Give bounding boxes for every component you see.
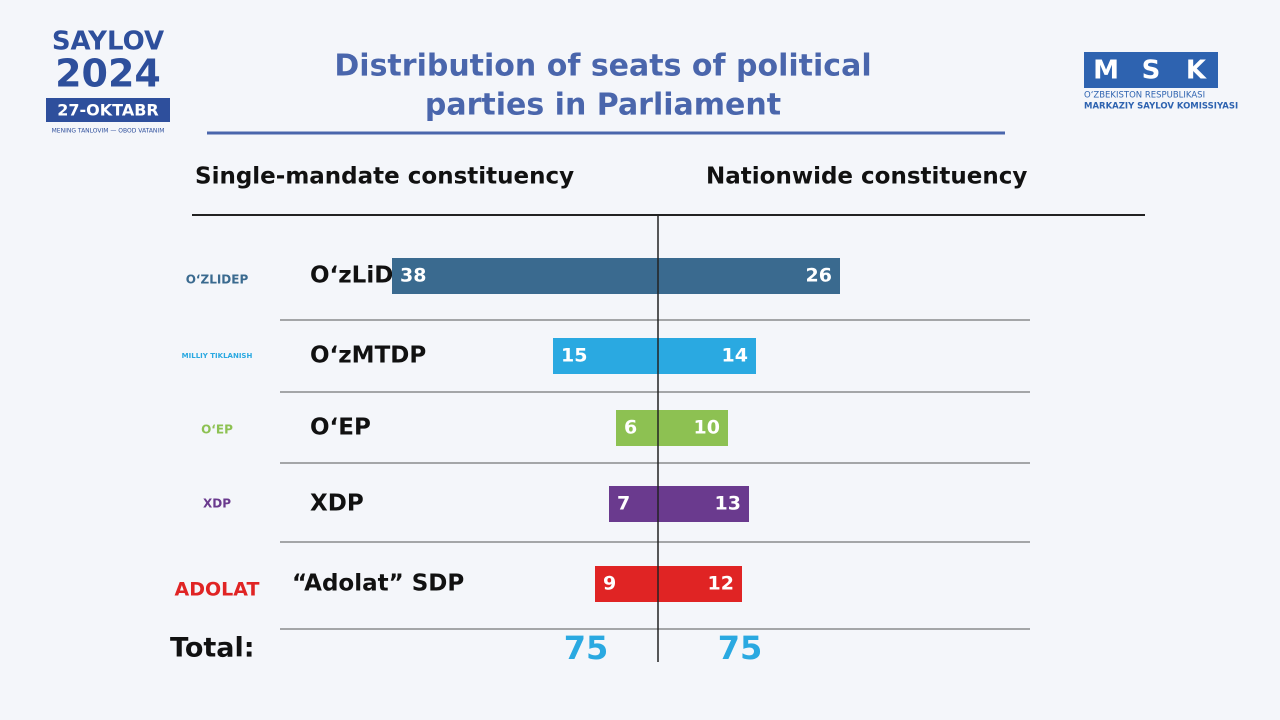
- msk-logo: M S K O‘ZBEKISTON RESPUBLIKASI MARKAZIY …: [1084, 52, 1238, 112]
- party-logo: XDP: [203, 497, 231, 511]
- party-logo: ADOLAT: [175, 579, 260, 601]
- bar: [658, 410, 728, 446]
- party-name: O‘zMTDP: [310, 343, 426, 369]
- date: 27-OKTABR: [57, 101, 158, 120]
- bar: [658, 338, 756, 374]
- bar: [392, 258, 658, 294]
- total-label: Total:: [170, 633, 255, 664]
- msk-line: MARKAZIY SAYLOV KOMISSIYASI: [1084, 102, 1238, 112]
- bar: [658, 486, 749, 522]
- total: 75: [718, 629, 763, 667]
- value-label: 7: [617, 493, 630, 515]
- value-label: 6: [624, 417, 637, 439]
- party-logo: O‘EP: [201, 423, 233, 437]
- slogan: MENING TANLOVIM — OBOD VATANIM: [52, 128, 165, 135]
- value-label: 26: [806, 265, 832, 287]
- series-heading: Single-mandate constituency: [195, 164, 574, 190]
- bar: [658, 258, 840, 294]
- date-box: [46, 98, 170, 122]
- msk-line: O‘ZBEKISTON RESPUBLIKASI: [1084, 91, 1205, 101]
- bar: [609, 486, 658, 522]
- party-name: O‘EP: [310, 415, 371, 441]
- total: 75: [564, 629, 609, 667]
- party-name: “Adolat” SDP: [292, 571, 464, 597]
- msk-letter: K: [1186, 56, 1207, 86]
- party-name: XDP: [310, 491, 364, 517]
- brand-year: 2024: [55, 52, 161, 96]
- value-label: 14: [722, 345, 748, 367]
- msk-box: [1084, 52, 1218, 88]
- bar: [553, 338, 658, 374]
- chart-title: parties in Parliament: [425, 88, 781, 123]
- value-label: 15: [561, 345, 587, 367]
- party-logo: O‘ZLIDEP: [186, 273, 249, 287]
- value-label: 9: [603, 573, 616, 595]
- bar: [616, 410, 658, 446]
- value-label: 38: [400, 265, 426, 287]
- series-heading: Nationwide constituency: [706, 164, 1027, 190]
- brand: SAYLOV: [52, 27, 164, 57]
- msk-letter: M: [1093, 56, 1119, 86]
- value-label: 10: [694, 417, 720, 439]
- msk-letter: S: [1142, 56, 1161, 86]
- bar: [595, 566, 658, 602]
- value-label: 13: [715, 493, 741, 515]
- chart-title: Distribution of seats of political: [334, 49, 871, 84]
- value-label: 12: [708, 573, 734, 595]
- bar: [658, 566, 742, 602]
- party-logo: MILLIY TIKLANISH: [182, 352, 253, 360]
